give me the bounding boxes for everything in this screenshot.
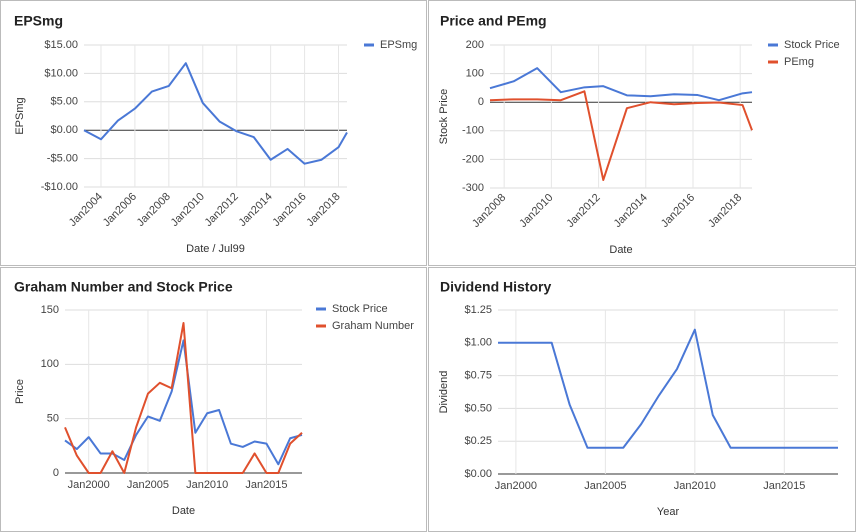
chart-title: Price and PEmg	[440, 13, 547, 29]
series-line	[64, 322, 303, 474]
y-tick-label: -$5.00	[47, 153, 78, 165]
chart-title: Graham Number and Stock Price	[14, 279, 233, 295]
legend-label: Stock Price	[332, 303, 388, 315]
x-axis-title: Date	[172, 505, 195, 517]
y-tick-label: $0.25	[464, 435, 492, 447]
y-tick-label: 50	[47, 413, 59, 425]
y-tick-label: $10.00	[44, 67, 78, 79]
y-axis-title: Stock Price	[438, 89, 450, 145]
legend-label: PEmg	[784, 56, 814, 68]
y-tick-label: $0.75	[464, 370, 492, 382]
legend-label: EPSmg	[380, 39, 417, 51]
y-tick-label: 100	[41, 358, 59, 370]
legend-label: Graham Number	[332, 320, 414, 332]
series-line	[64, 339, 303, 466]
legend-label: Stock Price	[784, 39, 840, 51]
y-tick-label: 150	[41, 304, 59, 316]
x-axis-title: Date / Jul99	[186, 243, 245, 255]
y-tick-label: 200	[466, 39, 484, 51]
x-tick-label: Jan2010	[186, 479, 228, 491]
y-tick-label: $5.00	[50, 96, 78, 108]
series-line	[489, 67, 753, 102]
y-tick-label: 0	[478, 96, 484, 108]
x-axis-title: Year	[657, 506, 680, 518]
x-tick-label: Jan2000	[68, 479, 110, 491]
y-tick-label: $0.00	[50, 124, 78, 136]
y-tick-label: -100	[462, 125, 484, 137]
y-tick-label: 100	[466, 68, 484, 80]
y-tick-label: -200	[462, 153, 484, 165]
y-tick-label: $0.50	[464, 402, 492, 414]
y-axis-title: Price	[14, 379, 26, 404]
y-tick-label: $15.00	[44, 39, 78, 51]
y-tick-label: -300	[462, 182, 484, 194]
chart-title: EPSmg	[14, 13, 63, 29]
x-axis-title: Date	[609, 244, 632, 256]
x-tick-label: Jan2000	[495, 480, 537, 492]
series-line	[489, 90, 753, 181]
y-tick-label: -$10.00	[41, 181, 78, 193]
series-line	[83, 62, 348, 165]
x-tick-label: Jan2015	[763, 480, 805, 492]
chart-title: Dividend History	[440, 279, 551, 295]
y-axis-title: EPSmg	[14, 97, 26, 134]
x-tick-label: Jan2005	[127, 479, 169, 491]
x-tick-label: Jan2010	[674, 480, 716, 492]
series-line	[498, 328, 838, 449]
y-tick-label: $0.00	[464, 468, 492, 480]
y-axis-title: Dividend	[438, 371, 450, 414]
x-tick-label: Jan2015	[245, 479, 287, 491]
y-tick-label: $1.25	[464, 304, 492, 316]
panel	[0, 267, 427, 532]
y-tick-label: 0	[53, 467, 59, 479]
x-tick-label: Jan2005	[584, 480, 626, 492]
y-tick-label: $1.00	[464, 337, 492, 349]
